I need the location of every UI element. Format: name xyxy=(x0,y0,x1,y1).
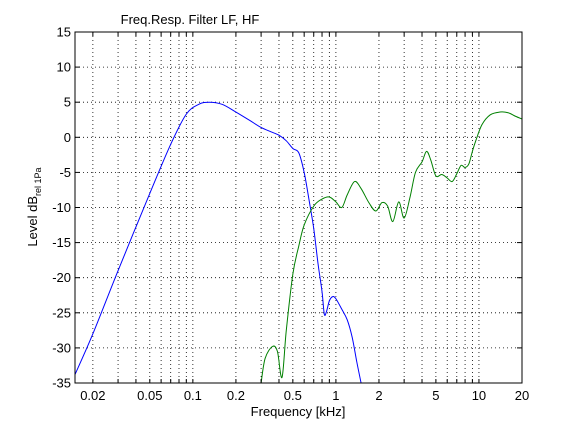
y-axis-label-main: Level dB xyxy=(25,196,40,247)
series-group xyxy=(75,101,522,383)
tick-marks xyxy=(75,31,523,384)
x-tick-label: 0.1 xyxy=(184,388,202,403)
y-tick-label: 15 xyxy=(57,25,71,40)
y-tick-label: -15 xyxy=(52,235,71,250)
y-tick-label: -30 xyxy=(52,340,71,355)
x-tick-label: 0.5 xyxy=(284,388,302,403)
y-tick-label: 5 xyxy=(64,95,71,110)
x-tick-label: 0.02 xyxy=(80,388,105,403)
chart-title: Freq.Resp. Filter LF, HF xyxy=(121,12,260,27)
y-tick-label: -5 xyxy=(59,165,71,180)
y-tick-label: 10 xyxy=(57,60,71,75)
y-tick-label: 0 xyxy=(64,130,71,145)
y-tick-label: -35 xyxy=(52,376,71,391)
x-tick-labels: 0.02 0.05 0.1 0.2 0.5 1 2 5 10 20 xyxy=(80,388,529,403)
x-tick-label: 2 xyxy=(375,388,382,403)
y-axis-label-subscript: rel 1Pa xyxy=(33,167,43,196)
x-tick-label: 5 xyxy=(432,388,439,403)
y-tick-label: -20 xyxy=(52,270,71,285)
x-tick-label: 0.2 xyxy=(227,388,245,403)
series-line-green xyxy=(260,111,522,383)
x-tick-label: 1 xyxy=(332,388,339,403)
x-tick-label: 20 xyxy=(515,388,529,403)
y-tick-labels: -35 -30 -25 -20 -15 -10 -5 0 5 10 15 xyxy=(52,25,71,391)
x-axis-label: Frequency [kHz] xyxy=(251,404,346,419)
x-tick-label: 0.05 xyxy=(137,388,162,403)
y-tick-label: -25 xyxy=(52,305,71,320)
y-tick-label: -10 xyxy=(52,200,71,215)
y-axis-label: Level dBrel 1Pa xyxy=(25,167,43,246)
x-tick-label: 10 xyxy=(472,388,486,403)
axes-background xyxy=(74,31,523,384)
series-line-blue xyxy=(75,101,362,383)
